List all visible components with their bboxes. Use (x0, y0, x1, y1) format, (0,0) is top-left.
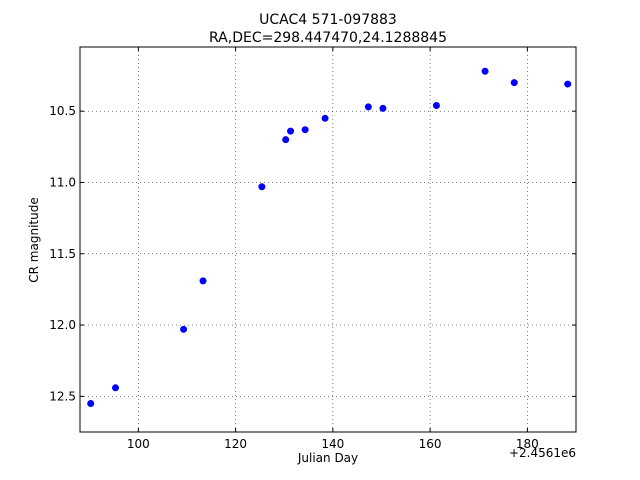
x-axis-offset-label: +2.4561e6 (509, 446, 576, 460)
data-point (321, 114, 329, 122)
x-tick-label: 100 (127, 437, 150, 451)
data-point (111, 384, 119, 392)
y-tick-label: 11.0 (49, 175, 76, 189)
x-tick-label: 120 (224, 437, 247, 451)
y-tick-label: 12.5 (49, 389, 76, 403)
chart-subtitle: RA,DEC=298.447470,24.1288845 (209, 30, 447, 46)
data-point (258, 183, 266, 191)
x-axis-label: Julian Day (297, 451, 358, 465)
data-point (180, 325, 188, 333)
x-tick-label: 160 (419, 437, 442, 451)
data-point (364, 103, 372, 111)
data-points (87, 67, 572, 407)
data-point (301, 126, 309, 134)
x-tick-label: 140 (321, 437, 344, 451)
data-point (199, 277, 207, 285)
y-tick-label: 12.0 (49, 318, 76, 332)
axis-ticks: 100 120 140 160 180 10.5 11.0 11.5 12.0 12.5 (49, 47, 576, 451)
data-point (282, 136, 290, 144)
plot-area-frame (79, 46, 577, 433)
data-point (87, 399, 95, 407)
data-point (564, 80, 572, 88)
data-point (379, 104, 387, 112)
grid-lines (80, 47, 576, 432)
data-point (287, 127, 295, 135)
data-point (510, 79, 518, 87)
data-point (432, 101, 440, 109)
chart-title: UCAC4 571-097883 (259, 12, 397, 28)
y-tick-label: 11.5 (49, 247, 76, 261)
y-axis-label: CR magnitude (27, 197, 41, 282)
y-tick-label: 10.5 (49, 104, 76, 118)
x-tick-label: 180 (516, 437, 539, 451)
data-point (481, 67, 489, 75)
